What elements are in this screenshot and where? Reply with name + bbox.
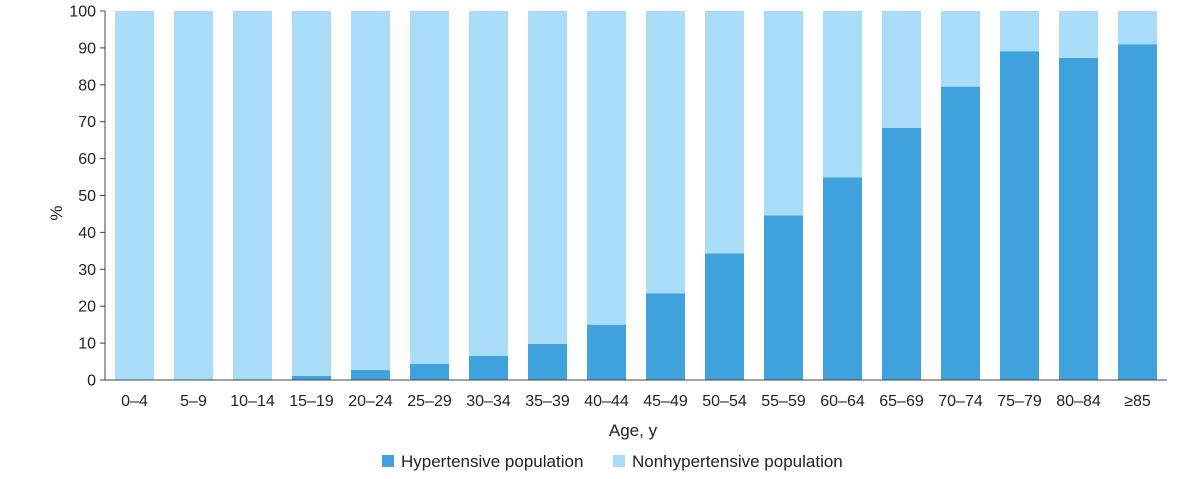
bar-hypertensive-9 bbox=[587, 324, 626, 380]
bar-nonhypertensive-11 bbox=[705, 11, 744, 254]
bar-hypertensive-15 bbox=[941, 86, 980, 381]
bar-nonhypertensive-14 bbox=[882, 11, 921, 128]
x-tick-label: 50–54 bbox=[702, 393, 747, 410]
x-tick-label: 80–84 bbox=[1056, 393, 1101, 410]
x-tick-label: 55–59 bbox=[761, 393, 806, 410]
x-tick-label: 5–9 bbox=[180, 393, 207, 410]
y-tick-label: 30 bbox=[78, 262, 96, 279]
x-tick-label: 15–19 bbox=[289, 393, 334, 410]
bar-hypertensive-12 bbox=[764, 215, 803, 380]
x-tick-label: 65–69 bbox=[879, 393, 924, 410]
x-tick-label: 75–79 bbox=[997, 393, 1042, 410]
bar-nonhypertensive-3 bbox=[233, 11, 272, 380]
bar-hypertensive-16 bbox=[1000, 51, 1039, 380]
bar-nonhypertensive-7 bbox=[469, 11, 508, 357]
y-tick-label: 0 bbox=[87, 373, 96, 390]
bar-hypertensive-8 bbox=[528, 343, 567, 380]
x-tick-label: 30–34 bbox=[466, 393, 511, 410]
x-axis-title: Age, y bbox=[609, 421, 658, 440]
y-tick-label: 20 bbox=[78, 299, 96, 316]
bar-nonhypertensive-1 bbox=[115, 11, 154, 380]
legend-swatch-hypertensive bbox=[382, 455, 394, 467]
y-tick-label: 40 bbox=[78, 225, 96, 242]
legend-label-nonhypertensive: Nonhypertensive population bbox=[632, 452, 843, 471]
bar-nonhypertensive-10 bbox=[646, 11, 685, 294]
bars-layer bbox=[115, 11, 1157, 381]
x-tick-label: 25–29 bbox=[407, 393, 452, 410]
x-tick-label: 35–39 bbox=[525, 393, 570, 410]
bar-hypertensive-5 bbox=[351, 370, 390, 380]
bar-nonhypertensive-16 bbox=[1000, 11, 1039, 52]
bar-nonhypertensive-17 bbox=[1059, 11, 1098, 58]
bar-nonhypertensive-9 bbox=[587, 11, 626, 325]
bar-nonhypertensive-6 bbox=[410, 11, 449, 364]
bar-hypertensive-7 bbox=[469, 356, 508, 380]
bar-nonhypertensive-4 bbox=[292, 11, 331, 376]
bar-nonhypertensive-12 bbox=[764, 11, 803, 216]
x-tick-label: 20–24 bbox=[348, 393, 393, 410]
axes-layer: 0–4 5–9 10–14 15–19 20–24 25–29 30–34 35–39 40–4… bbox=[69, 4, 1167, 410]
bar-nonhypertensive-2 bbox=[174, 11, 213, 380]
bar-hypertensive-17 bbox=[1059, 57, 1098, 380]
bar-hypertensive-13 bbox=[823, 177, 862, 380]
x-tick-label: 45–49 bbox=[643, 393, 688, 410]
bar-hypertensive-4 bbox=[292, 375, 331, 380]
y-tick-label: 90 bbox=[78, 40, 96, 57]
x-tick-label: 0–4 bbox=[121, 393, 148, 410]
bar-nonhypertensive-15 bbox=[941, 11, 980, 87]
x-tick-label: 40–44 bbox=[584, 393, 629, 410]
x-tick-label: ≥85 bbox=[1124, 393, 1151, 410]
bar-nonhypertensive-13 bbox=[823, 11, 862, 178]
y-tick-label: 50 bbox=[78, 188, 96, 205]
legend-swatch-nonhypertensive bbox=[613, 455, 625, 467]
x-tick-label: 70–74 bbox=[938, 393, 983, 410]
y-tick-label: 60 bbox=[78, 151, 96, 168]
bar-hypertensive-14 bbox=[882, 127, 921, 381]
y-tick-label: 80 bbox=[78, 77, 96, 94]
bar-nonhypertensive-18 bbox=[1118, 11, 1157, 45]
y-tick-label: 70 bbox=[78, 114, 96, 131]
bar-hypertensive-10 bbox=[646, 293, 685, 380]
bar-nonhypertensive-5 bbox=[351, 11, 390, 371]
y-tick-label: 10 bbox=[78, 336, 96, 353]
bar-hypertensive-6 bbox=[410, 363, 449, 380]
x-tick-label: 10–14 bbox=[230, 393, 275, 410]
legend-label-hypertensive: Hypertensive population bbox=[401, 452, 583, 471]
bar-nonhypertensive-8 bbox=[528, 11, 567, 344]
legend: Hypertensive population Nonhypertensive … bbox=[382, 452, 843, 471]
bar-hypertensive-11 bbox=[705, 253, 744, 380]
bar-hypertensive-18 bbox=[1118, 44, 1157, 381]
x-tick-label: 60–64 bbox=[820, 393, 865, 410]
y-axis-title: % bbox=[47, 205, 66, 220]
y-tick-label: 100 bbox=[69, 4, 96, 21]
